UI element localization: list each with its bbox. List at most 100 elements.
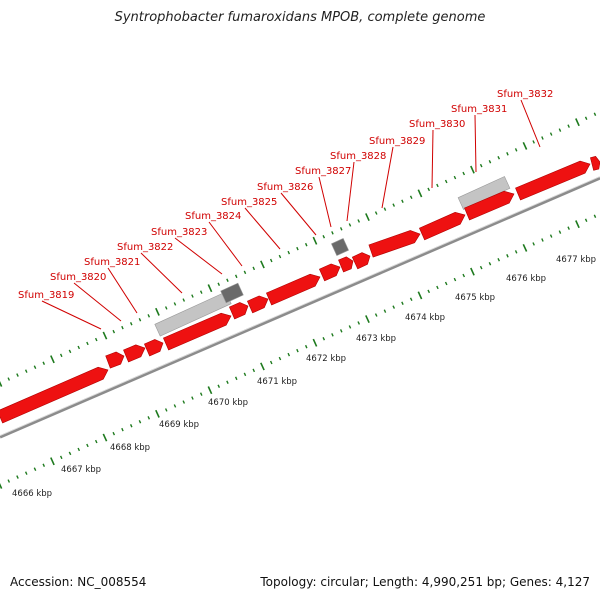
upper-tick-mark	[488, 160, 492, 164]
upper-tick-mark	[331, 231, 334, 235]
gene-label: Sfum_3828	[330, 151, 386, 162]
upper-tick-mark	[514, 148, 518, 152]
upper-tick-mark	[252, 266, 256, 271]
gene-label-group: Sfum_3819 Sfum_3820 Sfum_3821 Sfum_3822 Sfum…	[18, 89, 553, 330]
upper-tick-mark	[401, 199, 404, 203]
lower-tick-mark	[287, 352, 291, 357]
upper-tick-mark	[417, 189, 423, 198]
lower-tick-mark	[514, 250, 518, 254]
upper-tick-mark	[94, 337, 98, 342]
gene-leader-line	[244, 207, 281, 250]
lower-tick-mark	[173, 404, 177, 408]
lower-tick-mark	[312, 338, 318, 347]
upper-tick-mark	[374, 211, 378, 215]
upper-tick-mark	[68, 349, 72, 354]
upper-tick-mark	[339, 227, 343, 231]
feature-block-dark	[331, 238, 349, 256]
upper-tick-mark	[234, 274, 238, 279]
upper-tick-mark	[173, 302, 177, 306]
lower-tick-mark	[147, 416, 151, 420]
upper-tick-mark	[304, 242, 308, 247]
lower-tick-mark	[392, 305, 396, 309]
lower-tick-mark	[217, 384, 221, 388]
upper-tick-mark	[191, 294, 194, 298]
lower-tick-mark	[488, 262, 492, 266]
lower-tick-mark	[164, 408, 168, 412]
lower-tick-mark	[278, 356, 282, 361]
upper-tick-mark	[182, 298, 186, 302]
feature-block-light	[154, 291, 232, 337]
gene-label: Sfum_3820	[50, 272, 106, 283]
kbp-label: 4673 kbp	[356, 334, 396, 344]
lower-tick-mark	[409, 297, 413, 302]
upper-tick-mark	[269, 258, 273, 263]
lower-tick-mark	[470, 267, 475, 276]
lower-tick-mark	[593, 214, 597, 218]
upper-tick-mark	[558, 128, 562, 132]
kbp-label: 4668 kbp	[110, 443, 150, 453]
upper-tick-mark	[33, 365, 37, 369]
lower-tick-mark	[522, 243, 528, 252]
upper-tick-mark	[287, 250, 291, 255]
lower-tick-mark	[383, 309, 387, 313]
gene-leader-line	[474, 114, 477, 173]
lower-tick-mark	[16, 475, 19, 479]
upper-tick-mark	[77, 345, 81, 350]
lower-tick-mark	[558, 230, 562, 234]
upper-tick-mark	[436, 183, 439, 188]
lower-tick-mark	[94, 439, 98, 444]
upper-tick-mark	[243, 270, 247, 275]
kbp-label: 4669 kbp	[159, 420, 199, 430]
lower-tick-mark	[234, 376, 238, 381]
upper-tick-mark	[147, 314, 151, 318]
gene-arrow	[247, 295, 269, 314]
lower-tick-mark	[207, 386, 213, 395]
kbp-label: 4667 kbp	[61, 465, 101, 475]
lower-tick-mark	[427, 289, 431, 294]
upper-tick-mark	[121, 325, 124, 330]
genome-backbone	[0, 176, 600, 439]
upper-tick-mark	[312, 236, 318, 245]
lower-tick-mark	[357, 321, 361, 325]
backbone-highlight	[0, 176, 600, 436]
genome-title: Syntrophobacter fumaroxidans MPOB, compl…	[114, 10, 486, 25]
gene-label: Sfum_3830	[409, 119, 465, 130]
gene-arrow	[464, 190, 515, 221]
gene-leader-line	[431, 129, 434, 189]
upper-tick-mark	[567, 124, 570, 128]
gene-arrow	[590, 156, 600, 171]
lower-tick-mark	[453, 277, 457, 282]
gene-label: Sfum_3823	[151, 227, 207, 238]
lower-tick-mark	[102, 433, 108, 442]
lower-tick-mark	[584, 218, 588, 222]
lower-tick-mark	[462, 273, 466, 278]
kbp-label: 4672 kbp	[306, 354, 346, 364]
upper-tick-mark	[217, 282, 221, 286]
gene-label: Sfum_3824	[185, 211, 241, 222]
upper-tick-mark	[86, 341, 89, 346]
lower-tick-mark	[417, 291, 423, 300]
upper-tick-mark	[479, 163, 483, 168]
lower-tick-track	[0, 214, 597, 489]
lower-tick-mark	[129, 424, 133, 428]
gene-leader-line	[381, 146, 394, 209]
kbp-label: 4676 kbp	[506, 274, 546, 284]
lower-tick-mark	[252, 368, 256, 373]
lower-tick-mark	[444, 281, 448, 286]
lower-tick-mark	[532, 242, 535, 246]
lower-tick-mark	[374, 313, 378, 317]
upper-tick-mark	[497, 155, 501, 160]
upper-tick-mark	[427, 187, 431, 192]
upper-tick-mark	[129, 322, 133, 326]
gene-arrow	[319, 263, 341, 282]
upper-tick-mark	[16, 373, 19, 377]
gene-arrow	[105, 351, 125, 369]
upper-tick-mark	[549, 132, 553, 136]
gene-leader-line	[520, 99, 541, 148]
gene-track	[0, 156, 600, 424]
upper-tick-mark	[102, 331, 108, 340]
upper-tick-mark	[365, 213, 370, 222]
upper-tick-track	[0, 112, 597, 387]
